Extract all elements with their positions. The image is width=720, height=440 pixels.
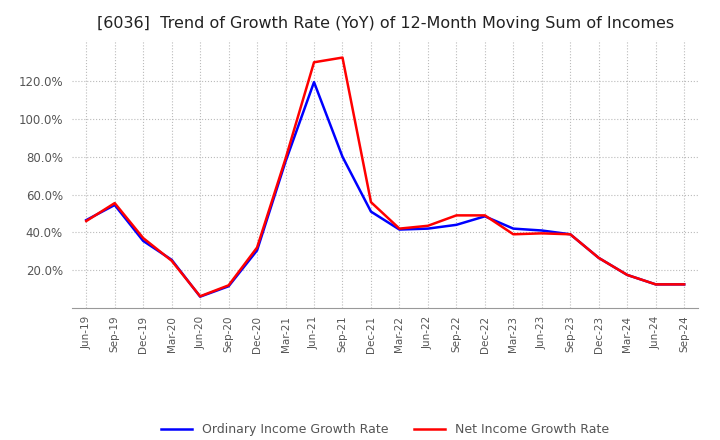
Net Income Growth Rate — [395, 226, 404, 231]
Line: Ordinary Income Growth Rate: Ordinary Income Growth Rate — [86, 82, 684, 297]
Ordinary Income Growth Rate — [680, 282, 688, 287]
Ordinary Income Growth Rate — [423, 226, 432, 231]
Net Income Growth Rate — [680, 282, 688, 287]
Net Income Growth Rate — [566, 231, 575, 237]
Net Income Growth Rate — [253, 245, 261, 250]
Ordinary Income Growth Rate — [310, 80, 318, 85]
Ordinary Income Growth Rate — [509, 226, 518, 231]
Net Income Growth Rate — [652, 282, 660, 287]
Net Income Growth Rate — [480, 213, 489, 218]
Net Income Growth Rate — [282, 156, 290, 161]
Net Income Growth Rate — [537, 231, 546, 236]
Line: Net Income Growth Rate: Net Income Growth Rate — [86, 58, 684, 296]
Ordinary Income Growth Rate — [196, 294, 204, 299]
Ordinary Income Growth Rate — [82, 217, 91, 223]
Net Income Growth Rate — [167, 258, 176, 264]
Net Income Growth Rate — [366, 199, 375, 205]
Net Income Growth Rate — [595, 255, 603, 260]
Net Income Growth Rate — [196, 293, 204, 299]
Ordinary Income Growth Rate — [395, 227, 404, 232]
Net Income Growth Rate — [82, 218, 91, 224]
Ordinary Income Growth Rate — [537, 228, 546, 233]
Net Income Growth Rate — [423, 223, 432, 228]
Net Income Growth Rate — [110, 201, 119, 206]
Ordinary Income Growth Rate — [225, 284, 233, 289]
Ordinary Income Growth Rate — [139, 238, 148, 244]
Ordinary Income Growth Rate — [366, 209, 375, 214]
Ordinary Income Growth Rate — [110, 202, 119, 208]
Ordinary Income Growth Rate — [595, 255, 603, 260]
Title: [6036]  Trend of Growth Rate (YoY) of 12-Month Moving Sum of Incomes: [6036] Trend of Growth Rate (YoY) of 12-… — [96, 16, 674, 32]
Ordinary Income Growth Rate — [253, 248, 261, 253]
Ordinary Income Growth Rate — [282, 159, 290, 164]
Ordinary Income Growth Rate — [623, 272, 631, 278]
Legend: Ordinary Income Growth Rate, Net Income Growth Rate: Ordinary Income Growth Rate, Net Income … — [156, 418, 614, 440]
Net Income Growth Rate — [509, 231, 518, 237]
Ordinary Income Growth Rate — [452, 222, 461, 227]
Ordinary Income Growth Rate — [566, 231, 575, 237]
Net Income Growth Rate — [623, 272, 631, 278]
Net Income Growth Rate — [338, 55, 347, 60]
Ordinary Income Growth Rate — [167, 257, 176, 262]
Net Income Growth Rate — [310, 60, 318, 65]
Net Income Growth Rate — [139, 235, 148, 241]
Net Income Growth Rate — [452, 213, 461, 218]
Ordinary Income Growth Rate — [480, 214, 489, 219]
Ordinary Income Growth Rate — [652, 282, 660, 287]
Ordinary Income Growth Rate — [338, 154, 347, 159]
Net Income Growth Rate — [225, 282, 233, 288]
